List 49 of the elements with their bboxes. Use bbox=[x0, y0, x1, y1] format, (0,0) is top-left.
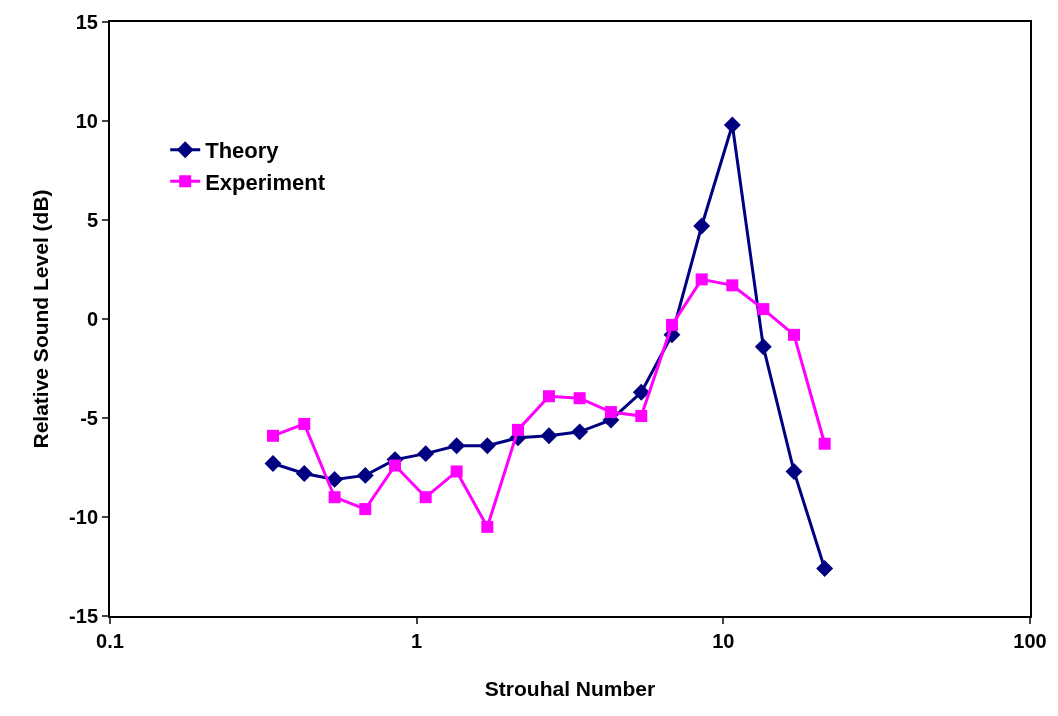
point bbox=[785, 463, 803, 480]
point bbox=[359, 503, 372, 516]
y-axis-title: Relative Sound Level (dB) bbox=[28, 189, 52, 449]
point bbox=[356, 466, 374, 484]
y-tick-label: -5 bbox=[80, 407, 98, 429]
point bbox=[573, 392, 586, 405]
point bbox=[295, 464, 313, 482]
legend-label: Experiment bbox=[205, 169, 326, 195]
point bbox=[726, 279, 739, 292]
point bbox=[326, 470, 344, 488]
point bbox=[417, 445, 435, 463]
point bbox=[328, 491, 341, 504]
y-tick-label: 0 bbox=[86, 308, 98, 330]
point bbox=[693, 217, 711, 235]
point bbox=[542, 390, 555, 403]
point bbox=[632, 383, 650, 401]
y-tick-label: -10 bbox=[69, 506, 98, 528]
point bbox=[419, 491, 432, 504]
point bbox=[665, 318, 678, 331]
point bbox=[298, 417, 311, 430]
point bbox=[540, 427, 558, 445]
point bbox=[635, 410, 648, 423]
point bbox=[723, 116, 741, 134]
point bbox=[511, 423, 524, 436]
y-tick-label: 10 bbox=[75, 110, 98, 132]
point bbox=[450, 465, 463, 478]
point bbox=[816, 560, 834, 577]
point bbox=[571, 423, 589, 441]
point bbox=[266, 429, 279, 442]
point bbox=[818, 437, 831, 450]
x-tick-label: 10 bbox=[712, 630, 735, 652]
x-axis-title: Strouhal Number bbox=[484, 676, 656, 700]
y-tick-label: -15 bbox=[69, 605, 98, 627]
point bbox=[695, 273, 708, 286]
x-tick-label: 0.1 bbox=[96, 630, 124, 652]
point bbox=[757, 303, 770, 316]
y-tick-label: 5 bbox=[86, 209, 98, 231]
y-tick-label: 15 bbox=[75, 11, 98, 33]
point bbox=[754, 338, 772, 356]
point bbox=[389, 459, 402, 472]
x-tick-label: 100 bbox=[1013, 630, 1047, 652]
point bbox=[264, 455, 282, 472]
point bbox=[604, 406, 617, 419]
point bbox=[788, 328, 800, 341]
point bbox=[448, 437, 466, 455]
point bbox=[478, 437, 496, 455]
legend-label: Theory bbox=[205, 138, 280, 164]
x-tick-label: 1 bbox=[411, 630, 423, 652]
point bbox=[481, 520, 494, 533]
